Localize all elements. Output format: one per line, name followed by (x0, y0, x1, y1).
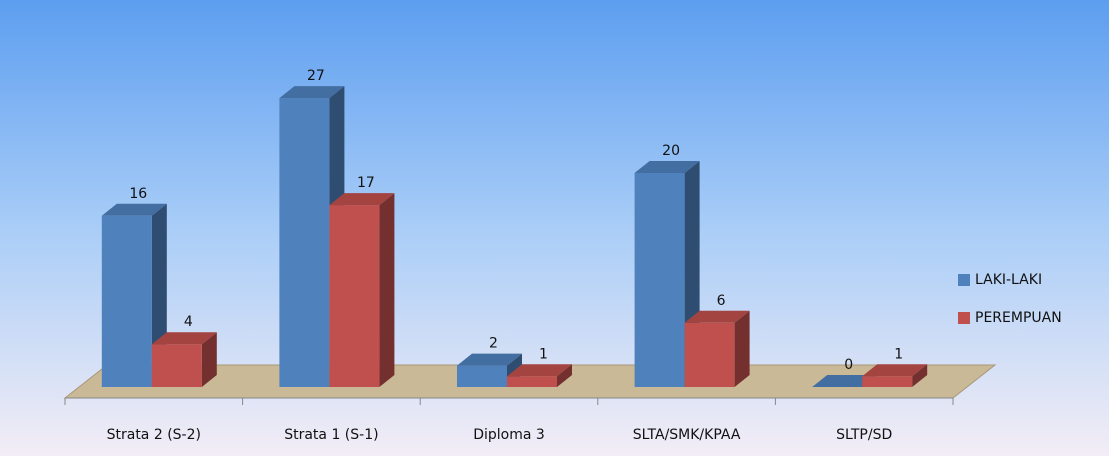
bar (279, 98, 330, 387)
bar-top (634, 161, 700, 173)
bar-top (812, 375, 878, 387)
legend-swatch (958, 312, 970, 324)
legend-swatch (958, 274, 970, 286)
bar (329, 205, 380, 387)
x-tick-label: Strata 1 (S-1) (284, 427, 378, 443)
bar (101, 215, 152, 387)
data-label: 4 (184, 314, 193, 330)
bar (684, 322, 735, 387)
bar (634, 173, 685, 387)
legend-label: PEREMPUAN (975, 310, 1062, 326)
data-label: 17 (357, 175, 375, 191)
bar-top (507, 364, 572, 377)
data-label: 1 (539, 346, 548, 362)
bar (862, 376, 913, 387)
bar-top (101, 203, 167, 216)
data-label: 27 (307, 68, 325, 84)
x-tick-label: Strata 2 (S-2) (107, 427, 201, 443)
bar-top (329, 193, 395, 206)
bar-side (379, 193, 395, 387)
x-tick-label: SLTA/SMK/KPAA (633, 427, 741, 443)
bar-side (557, 364, 572, 387)
bar-side (912, 364, 928, 387)
x-tick-label: Diploma 3 (473, 427, 545, 443)
bar-top (279, 86, 345, 99)
data-label: 1 (894, 346, 903, 362)
legend-label: LAKI-LAKI (975, 272, 1042, 288)
data-label: 2 (489, 336, 498, 352)
bar-top (684, 310, 750, 323)
data-label: 0 (844, 357, 853, 373)
bar-side (734, 310, 750, 387)
bar (507, 376, 557, 387)
bar-top (151, 332, 217, 345)
bar (457, 365, 507, 387)
x-tick-label: SLTP/SD (836, 427, 892, 443)
bar-top (862, 364, 928, 377)
data-label: 16 (129, 186, 147, 202)
bar (151, 344, 202, 387)
bar-side (201, 332, 217, 387)
data-label: 6 (717, 293, 726, 309)
bar-top (457, 353, 522, 366)
data-label: 20 (662, 143, 680, 159)
